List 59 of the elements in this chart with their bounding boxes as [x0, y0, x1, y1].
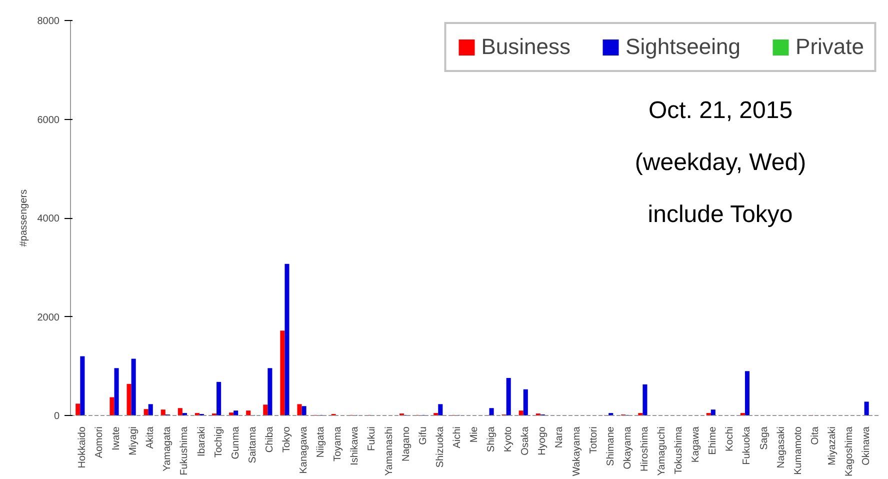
x-tick-label: Fukushima: [179, 426, 190, 476]
y-tick-label: 6000: [37, 114, 60, 126]
x-tick-label: Tochigi: [213, 426, 224, 458]
x-tick-label: Nara: [554, 426, 566, 448]
x-tick-label: Wakayama: [571, 426, 582, 476]
y-tick-label: 2000: [37, 312, 60, 324]
x-tick-label: Nagano: [400, 426, 412, 462]
x-tick-label: Shimane: [605, 426, 616, 466]
x-tick-label: Okayama: [622, 426, 634, 470]
x-tick-label: Ehime: [708, 426, 719, 455]
x-tick-label: Fukuoka: [742, 426, 753, 465]
x-tick-label: Ishikawa: [350, 426, 361, 466]
x-tick-label: Mie: [469, 426, 480, 443]
legend-label: Sightseeing: [626, 34, 741, 60]
x-tick-label: Kagoshima: [844, 426, 856, 477]
x-tick-label: Aomori: [94, 426, 105, 458]
x-tick-label: Kagawa: [690, 426, 702, 463]
x-tick-label: Saitama: [247, 426, 258, 464]
legend-label: Business: [481, 34, 571, 60]
x-tick-label: Hyogo: [537, 426, 548, 456]
x-tick-label: Akita: [145, 426, 156, 449]
x-tick-label: Oita: [810, 426, 821, 445]
x-tick-label: Shizuoka: [434, 426, 446, 468]
x-tick-label: Ibaraki: [196, 426, 208, 457]
x-tick-label: Miyagi: [128, 426, 140, 456]
x-tick-label: Hiroshima: [639, 426, 650, 472]
annotation: include Tokyo: [648, 201, 793, 228]
x-tick-label: Tokushima: [674, 426, 685, 474]
x-tick-label: Kumamoto: [792, 426, 804, 475]
x-tick-label: Osaka: [520, 426, 532, 456]
x-tick-label: Kochi: [724, 426, 736, 452]
x-tick-label: Gifu: [418, 426, 429, 445]
x-tick-label: Shiga: [486, 426, 498, 452]
x-tick-label: Yamaguchi: [656, 426, 668, 476]
x-tick-label: Saga: [758, 426, 770, 450]
x-tick-label: Kanagawa: [298, 426, 310, 474]
x-tick-label: Tottori: [588, 426, 600, 454]
x-tick-label: Kyoto: [503, 426, 514, 452]
y-tick-label: 0: [54, 411, 60, 422]
y-tick-label: 4000: [37, 214, 60, 224]
x-tick-label: Yamanashi: [384, 426, 395, 476]
x-tick-label: Miyazaki: [826, 426, 838, 466]
x-tick-label: Iwate: [111, 426, 122, 450]
x-tick-label: Okinawa: [861, 426, 872, 466]
x-tick-label: Hokkaido: [76, 426, 88, 468]
x-tick-label: Niigata: [316, 426, 327, 458]
x-tick-label: Fukui: [366, 426, 378, 451]
legend-label: Private: [796, 34, 864, 60]
x-tick-label: Nagasaki: [776, 426, 787, 468]
y-axis-title: #passengers: [18, 189, 30, 247]
x-tick-label: Chiba: [264, 426, 276, 453]
y-tick-label: 8000: [37, 16, 60, 27]
annotation: (weekday, Wed): [634, 149, 806, 176]
x-tick-label: Yamagata: [162, 426, 174, 472]
x-tick-label: Toyama: [332, 426, 344, 462]
x-tick-label: Gunma: [230, 426, 242, 460]
x-tick-label: Aichi: [452, 426, 463, 448]
annotation: Oct. 21, 2015: [648, 97, 793, 124]
x-tick-label: Tokyo: [281, 426, 292, 453]
